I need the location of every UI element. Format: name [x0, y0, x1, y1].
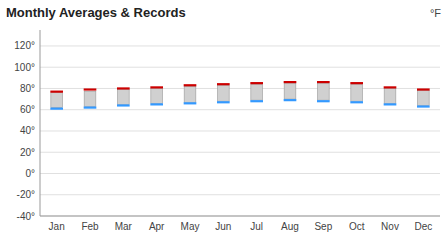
grid-line: [40, 152, 440, 153]
x-tick-label: Jun: [215, 221, 231, 232]
x-tick-label: Mar: [115, 221, 133, 232]
record-tick: [417, 88, 430, 90]
title: Monthly Averages & Records: [6, 5, 186, 20]
grid-line: [40, 109, 440, 110]
x-tick-label: Jan: [49, 221, 65, 232]
grid-line: [40, 130, 440, 131]
grid-line: [40, 216, 440, 217]
range-bar: [418, 91, 430, 106]
x-tick-label: May: [181, 221, 200, 232]
x-tick-label: Sep: [314, 221, 332, 232]
record-tick: [117, 87, 130, 89]
grid-line: [40, 45, 440, 46]
record-tick: [184, 84, 197, 86]
record-tick: [317, 100, 330, 102]
record-tick: [350, 82, 363, 84]
record-tick: [117, 104, 130, 106]
y-tick-label: -40°: [17, 211, 35, 222]
y-axis-line: [40, 30, 41, 216]
x-tick-label: Dec: [414, 221, 432, 232]
range-bar: [84, 92, 96, 107]
x-tick-label: Apr: [149, 221, 165, 232]
grid-line: [40, 194, 440, 195]
record-tick: [84, 88, 97, 90]
x-tick-label: Oct: [349, 221, 365, 232]
record-tick: [50, 91, 63, 93]
y-tick-label: 20°: [20, 147, 35, 158]
marks: [50, 82, 429, 109]
record-tick: [317, 81, 330, 83]
range-bar: [118, 90, 130, 105]
record-tick: [217, 101, 230, 103]
x-tick-label: Aug: [281, 221, 299, 232]
range-bar: [384, 88, 396, 103]
grid-line: [40, 67, 440, 68]
record-tick: [50, 108, 63, 110]
range-bar: [218, 85, 230, 101]
record-tick: [350, 101, 363, 103]
x-axis-line: [40, 216, 440, 217]
y-tick-label: 0°: [25, 168, 35, 179]
x-tick-label: Nov: [381, 221, 399, 232]
record-tick: [217, 83, 230, 85]
record-tick: [84, 106, 97, 108]
y-tick-label: -20°: [17, 189, 35, 200]
range-bar: [51, 93, 63, 108]
range-bar: [251, 84, 263, 100]
range-bar: [184, 86, 196, 102]
grid-line: [40, 173, 440, 174]
range-bar: [318, 83, 330, 100]
range-bar: [351, 84, 363, 101]
chart: Monthly Averages & Records °F -40° -20° 0° 20…: [0, 0, 447, 237]
y-tick-label: 100°: [14, 62, 35, 73]
record-tick: [417, 105, 430, 107]
record-tick: [284, 81, 297, 83]
y-tick-label: 120°: [14, 40, 35, 51]
record-tick: [150, 103, 163, 105]
record-tick: [184, 102, 197, 104]
range-bar: [284, 83, 296, 99]
y-tick-label: 60°: [20, 104, 35, 115]
record-tick: [150, 86, 163, 88]
record-tick: [284, 99, 297, 101]
y-tick-label: 80°: [20, 83, 35, 94]
record-tick: [250, 82, 263, 84]
x-tick-label: Feb: [81, 221, 99, 232]
x-tick-label: Jul: [250, 221, 263, 232]
grid-line: [40, 88, 440, 89]
record-tick: [384, 103, 397, 105]
record-tick: [384, 86, 397, 88]
grid: [40, 46, 440, 216]
record-tick: [250, 100, 263, 102]
y-tick-label: 40°: [20, 125, 35, 136]
unit-label: °F: [430, 7, 441, 19]
range-bar: [151, 88, 163, 103]
